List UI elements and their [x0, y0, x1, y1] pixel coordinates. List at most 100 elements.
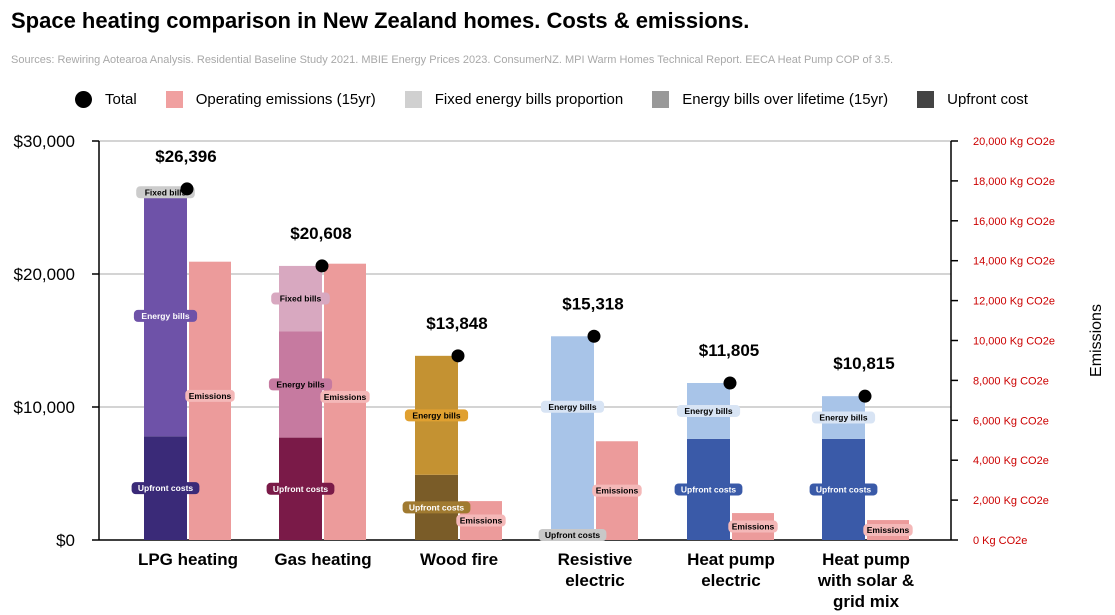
- legend-item-operating-emissions: Operating emissions (15yr): [165, 90, 376, 108]
- legend-item-energy-bills: Energy bills over lifetime (15yr): [652, 90, 889, 108]
- y-right-tick-label: 20,000 Kg CO2e: [973, 136, 1055, 148]
- tag-energy-0-bg: [133, 309, 198, 322]
- tag-energy-2: Energy bills: [412, 410, 460, 420]
- tag-emissions-0-bg: [185, 389, 235, 402]
- x-tick-label-line: with solar &: [817, 571, 914, 590]
- tag-energy-1: Energy bills: [276, 379, 324, 389]
- legend-label-fixed-bills: Fixed energy bills proportion: [434, 90, 624, 108]
- tag-upfront-1-bg: [266, 482, 335, 495]
- x-tick-label-line: LPG heating: [138, 550, 238, 569]
- total-label-0: $26,396: [155, 147, 216, 166]
- total-dot-4: [723, 376, 737, 390]
- total-dot-3: [587, 329, 601, 343]
- legend-label-operating-emissions: Operating emissions (15yr): [195, 90, 376, 108]
- legend-label-total: Total: [105, 90, 137, 108]
- tag-energy-3-bg: [540, 400, 605, 413]
- tag-emissions-4-bg: [728, 520, 778, 533]
- tag-emissions-1: Emissions: [324, 392, 367, 402]
- total-dot-5: [858, 389, 872, 403]
- total-label-1: $20,608: [290, 224, 351, 243]
- tag-emissions-5: Emissions: [867, 525, 910, 535]
- tag-energy-3: Energy bills: [548, 402, 596, 412]
- legend-item-fixed-bills: Fixed energy bills proportion: [404, 90, 624, 108]
- tag-upfront-4: Upfront costs: [681, 484, 737, 494]
- tag-fixed-0-bg: [136, 186, 195, 199]
- x-tick-label-line: grid mix: [833, 592, 900, 611]
- x-tick-label-line: electric: [701, 571, 761, 590]
- x-tick-label-0: LPG heating: [138, 550, 238, 569]
- tag-emissions-2-bg: [456, 514, 506, 527]
- x-tick-label-line: Heat pump: [822, 550, 910, 569]
- tag-upfront-0: Upfront costs: [138, 483, 194, 493]
- x-tick-label-line: electric: [565, 571, 625, 590]
- x-tick-label-line: Resistive: [558, 550, 633, 569]
- tag-upfront-5-bg: [809, 483, 878, 496]
- tag-emissions-2: Emissions: [460, 516, 503, 526]
- tag-energy-1-bg: [268, 378, 333, 391]
- tag-energy-2-bg: [404, 409, 469, 422]
- tag-emissions-3-bg: [592, 484, 642, 497]
- tag-fixed-1-bg: [271, 292, 330, 305]
- chart-subtitle: Sources: Rewiring Aotearoa Analysis. Res…: [11, 54, 894, 66]
- x-tick-label-1: Gas heating: [274, 550, 371, 569]
- x-tick-label-2: Wood fire: [420, 550, 498, 569]
- bar-energy-bills-3: [551, 336, 594, 538]
- tag-energy-4-bg: [676, 404, 741, 417]
- tag-upfront-3-bg: [538, 529, 607, 541]
- tag-upfront-2-bg: [402, 501, 471, 514]
- legend-item-upfront-cost: Upfront cost: [917, 90, 1028, 108]
- total-label-2: $13,848: [426, 314, 487, 333]
- legend-swatch-fixed-bills: [404, 90, 422, 108]
- tag-upfront-0-bg: [131, 482, 200, 495]
- tag-emissions-5-bg: [863, 524, 913, 537]
- legend-swatch-upfront-cost: [917, 90, 935, 108]
- y-right-tick-label: 8,000 Kg CO2e: [973, 375, 1049, 387]
- x-tick-label-4: Heat pump electric: [687, 550, 775, 590]
- tag-energy-0: Energy bills: [141, 311, 189, 321]
- legend-swatch-energy-bills: [652, 90, 670, 108]
- tag-emissions-3: Emissions: [596, 486, 639, 496]
- total-label-3: $15,318: [562, 294, 623, 313]
- tag-fixed-1: Fixed bills: [280, 294, 322, 304]
- y-right-tick-label: 2,000 Kg CO2e: [973, 495, 1049, 507]
- tag-energy-5-bg: [811, 411, 876, 424]
- legend-label-energy-bills: Energy bills over lifetime (15yr): [682, 90, 889, 108]
- total-dot-1: [315, 259, 329, 273]
- tag-emissions-4: Emissions: [732, 522, 775, 532]
- y-right-axis-label: Emissions: [1088, 304, 1105, 377]
- total-label-4: $11,805: [699, 341, 760, 360]
- legend-label-upfront-cost: Upfront cost: [947, 90, 1028, 108]
- total-dot-2: [451, 349, 465, 363]
- tag-emissions-0: Emissions: [189, 391, 232, 401]
- legend: Total Operating emissions (15yr) Fixed e…: [75, 88, 1057, 110]
- x-tick-label-line: Heat pump: [687, 550, 775, 569]
- y-right-tick-label: 6,000 Kg CO2e: [973, 415, 1049, 427]
- tag-upfront-1: Upfront costs: [273, 484, 329, 494]
- x-tick-label-5: Heat pump with solar & grid mix: [817, 550, 914, 611]
- tag-upfront-4-bg: [674, 483, 743, 496]
- y-right-tick-label: 10,000 Kg CO2e: [973, 336, 1055, 348]
- tag-fixed-0: Fixed bills: [145, 187, 187, 197]
- y-right-tick-label: 16,000 Kg CO2e: [973, 216, 1055, 228]
- x-tick-label-3: Resistive electric: [558, 550, 633, 590]
- tag-upfront-2: Upfront costs: [409, 502, 465, 512]
- x-tick-label-line: Wood fire: [420, 550, 498, 569]
- y-right-tick-label: 14,000 Kg CO2e: [973, 256, 1055, 268]
- y-right-tick-label: 4,000 Kg CO2e: [973, 455, 1049, 467]
- y-left-tick-label: $30,000: [14, 132, 75, 151]
- y-left-tick-label: $10,000: [14, 398, 75, 417]
- tag-energy-4: Energy bills: [684, 406, 732, 416]
- tag-upfront-3: Upfront costs: [545, 530, 601, 540]
- y-right-tick-label: 0 Kg CO2e: [973, 535, 1027, 547]
- total-label-5: $10,815: [833, 354, 894, 373]
- y-left-tick-label: $20,000: [14, 265, 75, 284]
- y-right-tick-label: 18,000 Kg CO2e: [973, 176, 1055, 188]
- y-left-tick-label: $0: [56, 531, 75, 550]
- x-tick-label-line: Gas heating: [274, 550, 371, 569]
- tag-energy-5: Energy bills: [819, 413, 867, 423]
- legend-item-total: Total: [75, 90, 137, 108]
- legend-swatch-total: [75, 90, 92, 108]
- tag-upfront-5: Upfront costs: [816, 484, 872, 494]
- y-right-tick-label: 12,000 Kg CO2e: [973, 296, 1055, 308]
